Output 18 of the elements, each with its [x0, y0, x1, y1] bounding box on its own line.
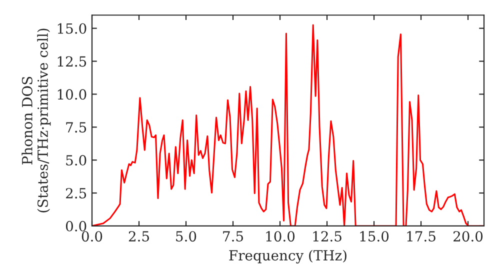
y-tick-label: 5.0: [66, 155, 86, 166]
x-tick-label: 2.5: [128, 231, 149, 242]
y-tick-label: 10.0: [58, 89, 86, 100]
y-tick-label: 0.0: [66, 220, 86, 232]
x-tick-label: 17.5: [407, 231, 436, 242]
y-tick-label: 15.0: [58, 23, 86, 34]
y-tick-label: 2.5: [66, 188, 86, 198]
x-axis-title: Frequency (THz): [229, 250, 346, 264]
y-tick-label: 12.5: [58, 56, 86, 67]
x-tick-label: 0.0: [82, 231, 102, 242]
x-tick-label: 7.5: [223, 231, 243, 242]
x-tick-label: 10.0: [266, 231, 295, 242]
x-tick-label: 20.0: [454, 231, 483, 242]
x-tick-label: 12.5: [313, 231, 342, 242]
x-tick-label: 15.0: [360, 231, 389, 242]
x-tick-label: 5.0: [176, 231, 196, 242]
y-axis-title: Phonon DOS (States/THz·primitive cell): [22, 28, 51, 212]
y-tick-label: 7.5: [66, 122, 86, 133]
